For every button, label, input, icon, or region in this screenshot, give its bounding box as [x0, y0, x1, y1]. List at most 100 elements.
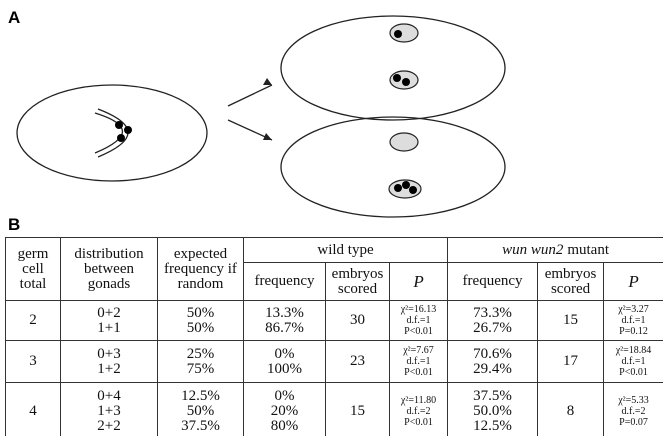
- cell: 37.5% 50.0% 12.5%: [447, 382, 539, 436]
- cell-line: d.f.=1: [406, 315, 431, 326]
- cell-line: 50%: [186, 319, 215, 336]
- embryo: [280, 116, 506, 218]
- cell-line: 1+3: [97, 403, 121, 419]
- group-suffix: mutant: [567, 241, 609, 258]
- cell-line: d.f.=1: [406, 356, 431, 367]
- group-name: wun wun2: [502, 241, 564, 258]
- group-header: wun wun2 mutant: [447, 237, 663, 263]
- cell-line: 37.5%: [473, 388, 512, 404]
- arrowhead: [263, 78, 272, 140]
- cell-line: P<0.01: [404, 367, 433, 378]
- cell: 17: [537, 340, 605, 383]
- cell-line: 1+2: [97, 360, 121, 377]
- cell: 25% 75%: [157, 340, 244, 383]
- cell-line: 1+1: [97, 319, 121, 336]
- gonad: [389, 132, 419, 152]
- cell: χ²=5.33 d.f.=2 P=0.07: [603, 382, 663, 436]
- cell: 23: [325, 340, 390, 383]
- column-header: frequency: [447, 262, 539, 301]
- cell-line: d.f.=1: [621, 356, 646, 367]
- cell-line: χ²=11.80: [400, 395, 437, 406]
- cell-line: χ²=5.33: [618, 395, 649, 406]
- cell-line: 20%: [270, 403, 299, 419]
- cell-line: 73.3%: [473, 304, 512, 321]
- cell-line: d.f.=1: [621, 315, 646, 326]
- cell: 0+4 1+3 2+2: [60, 382, 158, 436]
- group-name: wild type: [317, 241, 374, 258]
- table-wrap: germ cell total distribution between gona…: [5, 237, 663, 436]
- cell-line: 0+2: [97, 304, 121, 321]
- cell-line: χ²=7.67: [403, 345, 434, 356]
- cell-line: d.f.=2: [406, 406, 431, 417]
- cell: 13.3% 86.7%: [243, 300, 326, 341]
- cell: 30: [325, 300, 390, 341]
- cell: 0% 20% 80%: [243, 382, 326, 436]
- panel-label: B: [8, 215, 21, 234]
- cell: χ²=16.13 d.f.=1 P<0.01: [388, 300, 449, 341]
- data-row: 2 0+2 1+1 50% 50% 13.3% 86.7% 30 χ²=16.13 d.f.=1 P…: [5, 300, 663, 341]
- cell-line: 50%: [186, 403, 215, 419]
- cell-line: 25%: [186, 345, 215, 362]
- cell-line: P=0.12: [619, 326, 648, 337]
- cell: 15: [325, 382, 390, 436]
- cell: 12.5% 50% 37.5%: [157, 382, 244, 436]
- group-header: wild type: [242, 237, 449, 263]
- cell-line: 100%: [267, 360, 302, 377]
- column-header: expected frequency if random: [157, 237, 244, 301]
- cell: χ²=11.80 d.f.=2 P<0.01: [388, 382, 449, 436]
- cell: χ²=3.27 d.f.=1 P=0.12: [603, 300, 663, 341]
- cell-line: 13.3%: [265, 304, 304, 321]
- cell-line: P<0.01: [619, 367, 648, 378]
- cell: 0+2 1+1: [60, 300, 158, 341]
- cell: 2: [5, 300, 61, 341]
- cell-line: 12.5%: [181, 388, 220, 404]
- cell-line: χ²=16.13: [400, 304, 437, 315]
- column-header: embryos scored: [537, 262, 605, 301]
- cell: 3: [5, 340, 61, 383]
- column-header: embryos scored: [325, 262, 390, 301]
- cell-line: 0+3: [97, 345, 121, 362]
- cell: 4: [5, 382, 61, 436]
- cell-line: χ²=3.27: [618, 304, 649, 315]
- cell-line: 0%: [274, 388, 295, 404]
- cell: 8: [537, 382, 605, 436]
- cell: 70.6% 29.4%: [447, 340, 539, 383]
- gonad-line: [94, 112, 124, 154]
- cell-line: 37.5%: [181, 418, 220, 434]
- diagram: [16, 15, 506, 218]
- cell-line: 50%: [186, 304, 215, 321]
- cell: χ²=7.67 d.f.=1 P<0.01: [388, 340, 449, 383]
- column-header: frequency: [243, 262, 326, 301]
- cell-line: 50.0%: [473, 403, 512, 419]
- cell: 50% 50%: [157, 300, 244, 341]
- cell: 73.3% 26.7%: [447, 300, 539, 341]
- cell-line: P<0.01: [404, 417, 433, 428]
- cell-line: 80%: [270, 418, 299, 434]
- cell-line: 26.7%: [473, 319, 512, 336]
- table: germ cell total distribution between gona…: [5, 237, 663, 436]
- cell-line: P<0.01: [404, 326, 433, 337]
- header-row: germ cell total distribution between gona…: [5, 237, 663, 301]
- column-header: P: [603, 262, 663, 301]
- cell-line: 12.5%: [473, 418, 512, 434]
- cell-line: P=0.07: [619, 417, 648, 428]
- column-header: P: [388, 262, 449, 301]
- cell-line: 70.6%: [473, 345, 512, 362]
- cell-line: 2+2: [97, 418, 121, 434]
- panel-label: A: [8, 8, 21, 27]
- cell-line: d.f.=2: [621, 406, 646, 417]
- embryo: [280, 15, 506, 121]
- cell: 0+3 1+2: [60, 340, 158, 383]
- cell: 15: [537, 300, 605, 341]
- column-header: germ cell total: [5, 237, 61, 301]
- cell-line: 86.7%: [265, 319, 304, 336]
- data-row: 4 0+4 1+3 2+2 12.5% 50% 37.5% 0% 20% 80% 15 χ²=11.8…: [5, 382, 663, 436]
- cell: 0% 100%: [243, 340, 326, 383]
- arrow: [227, 84, 273, 141]
- cell-line: χ²=18.84: [615, 345, 652, 356]
- cell: χ²=18.84 d.f.=1 P<0.01: [603, 340, 663, 383]
- cell-line: 0+4: [97, 388, 121, 404]
- column-header: distribution between gonads: [60, 237, 158, 301]
